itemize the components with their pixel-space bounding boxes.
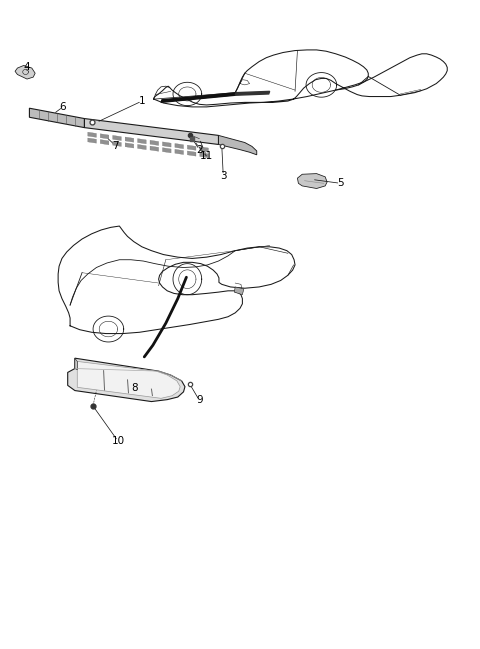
Polygon shape — [162, 148, 171, 153]
Polygon shape — [125, 137, 134, 142]
Polygon shape — [200, 147, 208, 152]
Text: 10: 10 — [111, 436, 124, 446]
Polygon shape — [298, 173, 327, 188]
Polygon shape — [234, 287, 244, 295]
Text: 1: 1 — [139, 96, 145, 106]
Polygon shape — [113, 141, 121, 147]
Polygon shape — [77, 361, 180, 398]
Polygon shape — [84, 119, 218, 145]
Polygon shape — [113, 136, 121, 141]
Polygon shape — [218, 136, 257, 155]
Text: 2: 2 — [196, 145, 203, 154]
Text: 9: 9 — [196, 395, 203, 405]
Polygon shape — [138, 145, 146, 150]
Polygon shape — [175, 149, 183, 154]
Text: 8: 8 — [132, 383, 138, 393]
Polygon shape — [175, 143, 183, 149]
Polygon shape — [125, 143, 134, 148]
Text: 3: 3 — [220, 171, 227, 180]
Polygon shape — [138, 139, 146, 144]
Polygon shape — [68, 358, 185, 402]
Polygon shape — [75, 358, 77, 370]
Text: 5: 5 — [337, 178, 344, 188]
Polygon shape — [162, 142, 171, 147]
Polygon shape — [235, 92, 270, 95]
Polygon shape — [100, 134, 109, 139]
Text: 4: 4 — [24, 62, 30, 72]
Polygon shape — [200, 153, 208, 158]
Text: 7: 7 — [112, 141, 119, 151]
Text: 11: 11 — [200, 151, 213, 161]
Polygon shape — [150, 140, 158, 145]
Polygon shape — [15, 66, 35, 79]
Polygon shape — [29, 108, 84, 128]
Polygon shape — [88, 138, 96, 143]
Polygon shape — [187, 145, 196, 151]
Polygon shape — [161, 93, 236, 103]
Polygon shape — [100, 140, 109, 145]
Polygon shape — [88, 132, 96, 138]
Text: 6: 6 — [60, 102, 66, 112]
Polygon shape — [187, 151, 196, 156]
Polygon shape — [150, 146, 158, 151]
